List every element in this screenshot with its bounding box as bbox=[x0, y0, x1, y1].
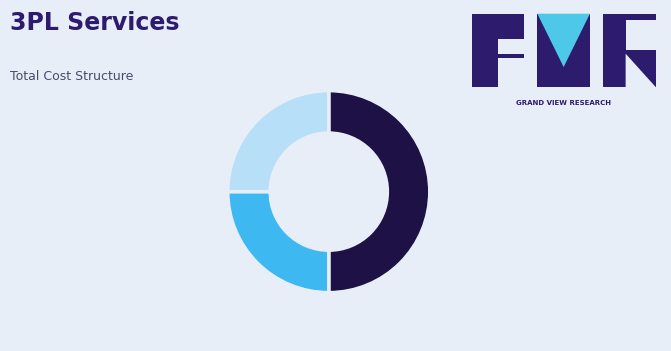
FancyBboxPatch shape bbox=[498, 39, 526, 54]
Text: GRAND VIEW RESEARCH: GRAND VIEW RESEARCH bbox=[516, 100, 611, 106]
Wedge shape bbox=[227, 192, 329, 293]
Polygon shape bbox=[537, 14, 590, 67]
Wedge shape bbox=[329, 91, 430, 293]
FancyBboxPatch shape bbox=[625, 20, 660, 50]
Wedge shape bbox=[227, 91, 329, 192]
FancyBboxPatch shape bbox=[472, 14, 524, 87]
Text: Total Cost Structure: Total Cost Structure bbox=[10, 70, 134, 83]
Polygon shape bbox=[625, 54, 656, 87]
FancyBboxPatch shape bbox=[603, 14, 656, 87]
FancyBboxPatch shape bbox=[537, 14, 590, 87]
FancyBboxPatch shape bbox=[498, 58, 526, 87]
Text: 3PL Services: 3PL Services bbox=[10, 11, 180, 34]
